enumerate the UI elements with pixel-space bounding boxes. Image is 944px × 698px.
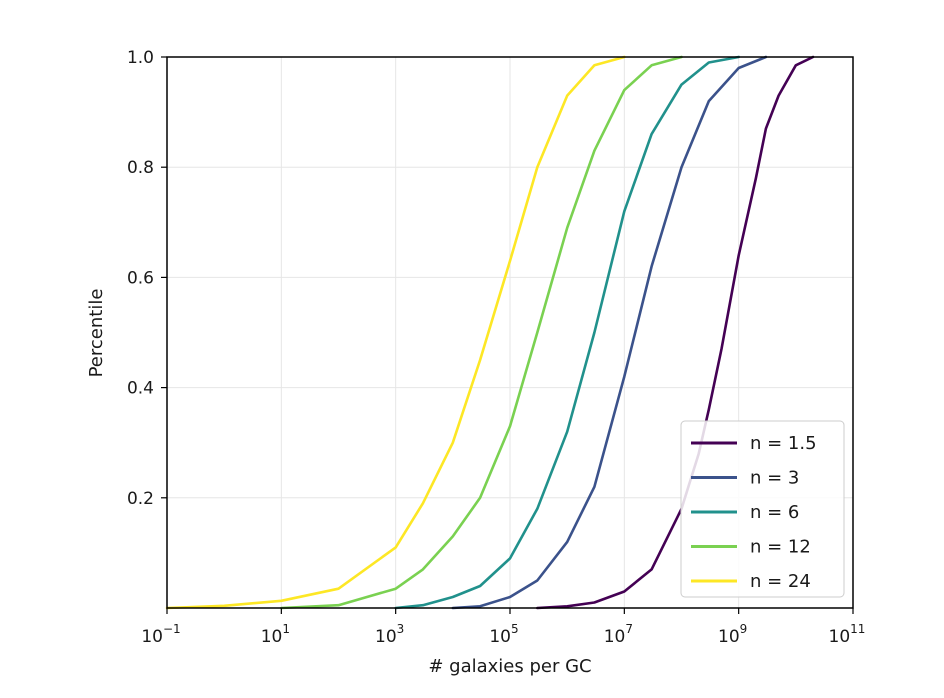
series-layer: [165, 55, 815, 610]
series-line-4: [280, 55, 683, 610]
x-tick-label: 103: [375, 622, 404, 647]
y-tick-label: 0.6: [127, 268, 154, 288]
series-line-2: [451, 55, 768, 610]
x-axis-title: # galaxies per GC: [428, 656, 591, 677]
series-line-1: [536, 55, 815, 610]
y-tick-label: 1.0: [127, 48, 154, 68]
series-line-5: [165, 55, 626, 610]
x-tick-label: 1011: [829, 622, 866, 647]
x-tick-label: 10−1: [141, 622, 180, 647]
tick-layer: 10−1 101 103 105 107 109 1011 0.2 0.4 0.6 0.8 1.0: [127, 48, 866, 647]
series-line-3: [394, 55, 740, 610]
y-tick-label: 0.4: [127, 379, 154, 399]
legend-label: n = 12: [750, 537, 811, 558]
legend-label: n = 1.5: [750, 433, 817, 454]
legend: n = 1.5 n = 3 n = 6 n = 12 n = 24: [680, 420, 845, 598]
x-tick-label: 105: [489, 622, 518, 647]
legend-label: n = 24: [750, 571, 811, 592]
x-tick-label: 107: [604, 622, 633, 647]
y-tick-label: 0.8: [127, 158, 154, 178]
x-tick-label: 101: [261, 622, 290, 647]
x-tick-label: 109: [718, 622, 747, 647]
y-tick-label: 0.2: [127, 489, 154, 509]
legend-label: n = 6: [750, 502, 799, 523]
legend-box: [680, 420, 845, 598]
y-axis-title: Percentile: [86, 289, 107, 378]
legend-label: n = 3: [750, 468, 799, 489]
